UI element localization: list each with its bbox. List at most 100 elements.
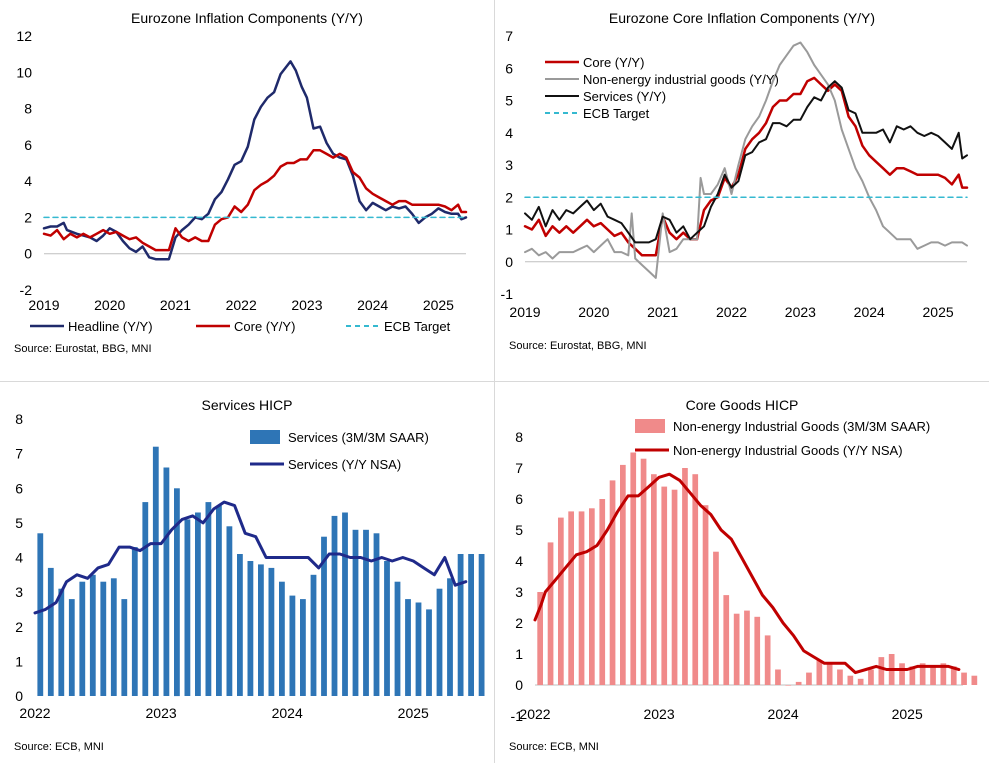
bar [47,567,54,696]
series-line-services-y-y-nsa [33,500,468,615]
bar [68,599,75,696]
x-tick-label: 2024 [854,304,885,320]
bar [795,681,802,685]
bar [847,675,854,685]
bar [415,602,422,696]
bar [878,657,885,685]
bar [785,685,792,686]
x-tick-label: 2021 [160,297,191,313]
y-tick-label: 6 [505,60,513,76]
bar [754,616,761,685]
series-line-core-y-y [523,76,969,257]
bar [478,554,485,696]
bar [723,595,730,685]
y-tick-label: 1 [15,653,23,669]
bar [363,529,369,696]
legend-label: Services (Y/Y NSA) [288,457,401,472]
x-tick-label: 2024 [768,706,799,722]
chart-eurozone-core-inflation: Eurozone Core Inflation Components (Y/Y)… [501,10,969,352]
legend-label: Core (Y/Y) [234,319,295,334]
y-tick-label: 8 [24,101,32,117]
bar [205,502,212,696]
legend-label: Headline (Y/Y) [68,319,153,334]
bar [961,672,967,685]
legend-label: Core (Y/Y) [583,55,644,70]
bar [226,526,233,696]
x-tick-label: 2021 [647,304,678,320]
bar [857,678,864,685]
bar [89,574,96,696]
y-tick-label: 6 [24,137,32,153]
x-tick-label: 2023 [643,706,674,722]
legend-label: ECB Target [583,106,650,121]
bar [826,663,833,685]
bar [764,635,771,685]
series-line-non-energy-industrial-goods-y-y [524,41,968,279]
bar [578,511,585,685]
bar [651,474,657,685]
bar [195,512,201,696]
bar [919,663,926,685]
bar [184,519,191,696]
bar [806,672,812,685]
legend-label: Non-energy Industrial Goods (Y/Y NSA) [673,443,903,458]
bar [468,554,474,696]
bar [426,609,432,696]
x-tick-label: 2022 [19,705,50,721]
x-tick-label: 2023 [291,297,322,313]
bar [152,446,159,696]
bar [310,574,317,696]
y-tick-label: 0 [515,677,523,693]
series-line-services-y-y [524,80,968,244]
x-tick-label: 2019 [509,304,540,320]
bar [300,599,306,696]
bar [909,666,916,685]
y-tick-label: 1 [505,222,513,238]
x-tick-label: 2024 [272,705,303,721]
bar [457,554,464,696]
y-tick-label: 12 [16,28,32,44]
x-tick-label: 2025 [398,705,429,721]
y-tick-label: -2 [20,282,33,298]
bar [131,547,138,696]
chart-services-hicp: Services HICP 0 1 2 3 4 5 6 7 8 2022 2023 2024 2025 Se… [14,397,485,753]
bar [436,588,443,696]
x-tick-label: 2020 [578,304,609,320]
bar [163,467,170,696]
bar [599,499,606,685]
y-tick-label: -1 [501,286,514,302]
bar [589,508,595,685]
bar [547,542,554,685]
bar [289,595,296,696]
x-tick-label: 2024 [357,297,388,313]
bar [558,517,564,685]
y-tick-label: 5 [515,522,523,538]
bar [237,554,243,696]
legend-label: Non-energy industrial goods (Y/Y) [583,72,779,87]
legend-swatch [250,430,280,444]
bar [174,488,180,697]
x-tick-label: 2025 [892,706,923,722]
bar [216,505,222,696]
y-tick-label: 3 [505,157,513,173]
y-tick-label: 4 [505,125,513,141]
bar [447,578,453,696]
bar [671,489,678,685]
bar [352,529,359,696]
bar [971,675,978,685]
y-tick-label: 3 [515,584,523,600]
series-line-core-y-y [42,149,468,252]
source-note: Source: Eurostat, BBG, MNI [509,340,647,352]
y-tick-label: 2 [24,209,32,225]
bar [713,551,719,685]
bar [775,669,781,685]
x-tick-label: 2020 [94,297,125,313]
bar [537,592,543,685]
y-tick-label: 6 [515,491,523,507]
bar [899,663,905,685]
bar [682,468,688,685]
x-tick-label: 2025 [923,304,954,320]
y-tick-label: 7 [15,446,23,462]
series-line-headline-y-y [42,60,468,261]
y-tick-label: 8 [15,411,23,427]
